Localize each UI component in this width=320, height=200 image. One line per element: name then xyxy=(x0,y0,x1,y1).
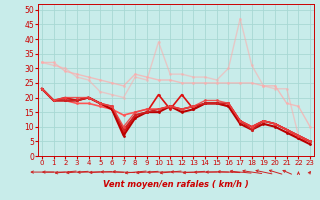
X-axis label: Vent moyen/en rafales ( km/h ): Vent moyen/en rafales ( km/h ) xyxy=(103,180,249,189)
